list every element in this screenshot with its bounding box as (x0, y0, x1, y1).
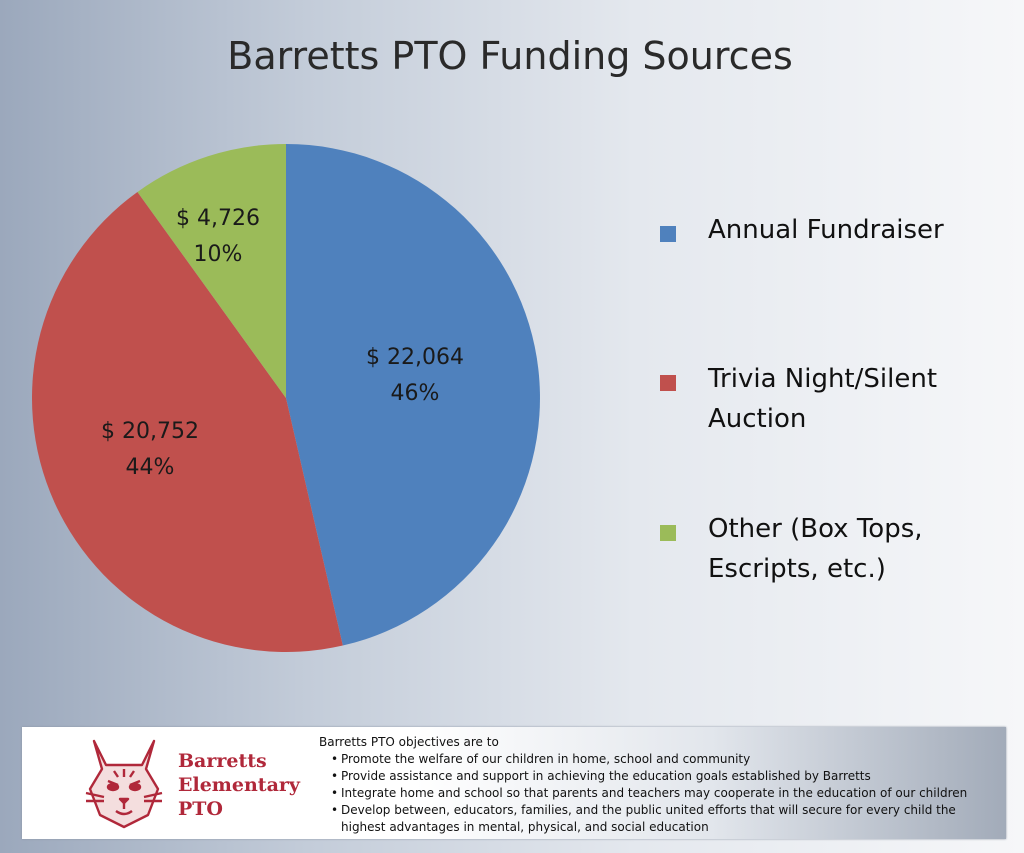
objective-item: Develop between, educators, families, an… (331, 802, 999, 836)
chart-title: Barretts PTO Funding Sources (227, 34, 793, 78)
objective-item: Integrate home and school so that parent… (331, 785, 999, 802)
objectives-text: Barretts PTO objectives are to Promote t… (319, 734, 999, 836)
logo-text: Barretts Elementary PTO (178, 749, 308, 821)
slice-value-label: $ 22,064 (366, 345, 464, 370)
pie-slice-2 (31, 191, 343, 652)
logo-line: Elementary (178, 774, 300, 796)
legend-label-line: Other (Box Tops, (708, 514, 923, 544)
legend-label: Annual Fundraiser (708, 210, 1024, 250)
pie-slice-1 (286, 144, 540, 646)
slice-label-2: $ 20,752 44% (70, 414, 230, 486)
slice-value-label: $ 20,752 (101, 419, 199, 444)
slice-percent-label: 44% (125, 455, 175, 480)
legend-swatch (660, 525, 676, 541)
slice-percent-label: 10% (193, 242, 243, 267)
logo-line: PTO (178, 798, 223, 820)
slice-percent-label: 46% (390, 381, 440, 406)
slice-value-label: $ 4,726 (176, 206, 260, 231)
objective-item: Provide assistance and support in achiev… (331, 768, 999, 785)
slice-label-1: $ 22,064 46% (335, 340, 495, 412)
legend-label-line: Escripts, etc.) (708, 554, 886, 584)
wildcat-logo-icon (85, 739, 163, 829)
logo-line: Barretts (178, 750, 267, 772)
legend-label: Other (Box Tops, Escripts, etc.) (708, 509, 1024, 589)
legend-label: Trivia Night/Silent Auction (708, 359, 1024, 439)
objectives-heading: Barretts PTO objectives are to (319, 735, 499, 749)
legend-swatch (660, 226, 676, 242)
legend-swatch (660, 375, 676, 391)
slice-label-3: $ 4,726 10% (138, 201, 298, 273)
footer-banner: Barretts Elementary PTO Barretts PTO obj… (22, 727, 1006, 839)
legend-label-line: Auction (708, 404, 807, 434)
pie-chart (31, 144, 540, 652)
legend-label-line: Annual Fundraiser (708, 215, 944, 245)
objective-item: Promote the welfare of our children in h… (331, 751, 999, 768)
legend-label-line: Trivia Night/Silent (708, 364, 938, 394)
pie-slice-3 (137, 144, 286, 398)
